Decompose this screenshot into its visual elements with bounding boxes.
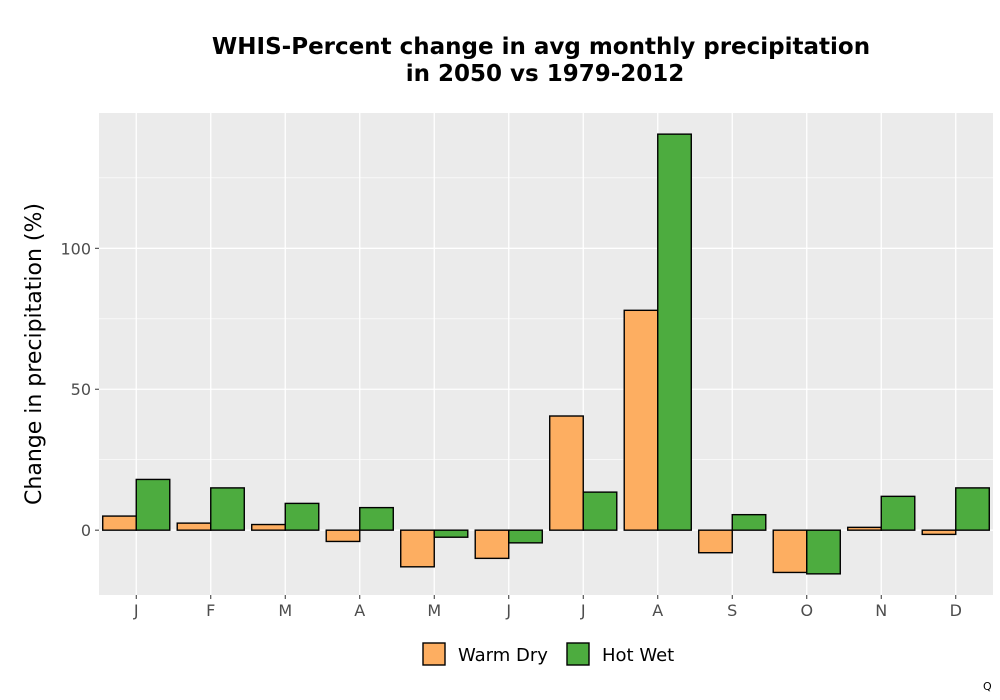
chart-title-line-2: in 2050 vs 1979-2012 <box>406 61 685 87</box>
plot-panel <box>99 113 993 595</box>
y-tick-label: 0 <box>81 521 91 540</box>
y-tick-label: 50 <box>71 380 91 399</box>
x-tick-label: A <box>652 601 663 620</box>
legend-label: Hot Wet <box>602 645 674 666</box>
legend-label: Warm Dry <box>458 645 548 666</box>
x-tick-label: A <box>354 601 365 620</box>
chart-title-line-1: WHIS-Percent change in avg monthly preci… <box>212 34 870 60</box>
x-tick-label: J <box>505 601 511 620</box>
x-tick-label: O <box>800 601 813 620</box>
bar-hot-wet <box>657 133 692 531</box>
bar-warm-dry <box>698 529 733 554</box>
bar-hot-wet <box>359 506 394 531</box>
bar-warm-dry <box>325 529 361 543</box>
x-tick-label: D <box>950 601 962 620</box>
bar-warm-dry <box>549 415 584 531</box>
legend-key-hot-wet <box>566 642 590 666</box>
y-axis-ticks: 0 50 100 <box>60 239 99 540</box>
bar-hot-wet <box>955 487 990 531</box>
bar-warm-dry <box>474 529 510 560</box>
legend: Warm Dry Hot Wet <box>422 642 674 666</box>
y-tick-label: 100 <box>60 239 91 258</box>
bar-warm-dry <box>400 529 435 568</box>
footer-mark: Q <box>983 680 992 693</box>
bar-warm-dry <box>847 526 882 531</box>
legend-key-warm-dry <box>422 642 446 666</box>
x-tick-label: J <box>133 601 139 620</box>
bar-warm-dry <box>623 309 659 531</box>
bar-warm-dry <box>921 529 957 536</box>
chart-title: WHIS-Percent change in avg monthly preci… <box>212 34 870 87</box>
bar-hot-wet <box>880 495 916 531</box>
bar-hot-wet <box>135 478 171 531</box>
x-tick-label: N <box>875 601 887 620</box>
x-tick-label: M <box>278 601 292 620</box>
bar-hot-wet <box>806 529 841 575</box>
bar-hot-wet <box>284 502 320 531</box>
bars <box>102 133 990 575</box>
bar-warm-dry <box>772 529 808 574</box>
x-tick-label: J <box>580 601 586 620</box>
x-tick-label: S <box>727 601 737 620</box>
x-tick-label: F <box>206 601 215 620</box>
bar-hot-wet <box>508 529 543 544</box>
bar-hot-wet <box>731 513 767 531</box>
y-axis-title: Change in precipitation (%) <box>22 203 47 505</box>
bar-warm-dry <box>102 515 137 531</box>
bar-hot-wet <box>433 529 469 538</box>
bar-warm-dry <box>251 523 286 531</box>
x-tick-label: M <box>427 601 441 620</box>
bar-warm-dry <box>176 522 212 531</box>
bar-hot-wet <box>210 487 245 531</box>
bar-hot-wet <box>582 491 618 531</box>
